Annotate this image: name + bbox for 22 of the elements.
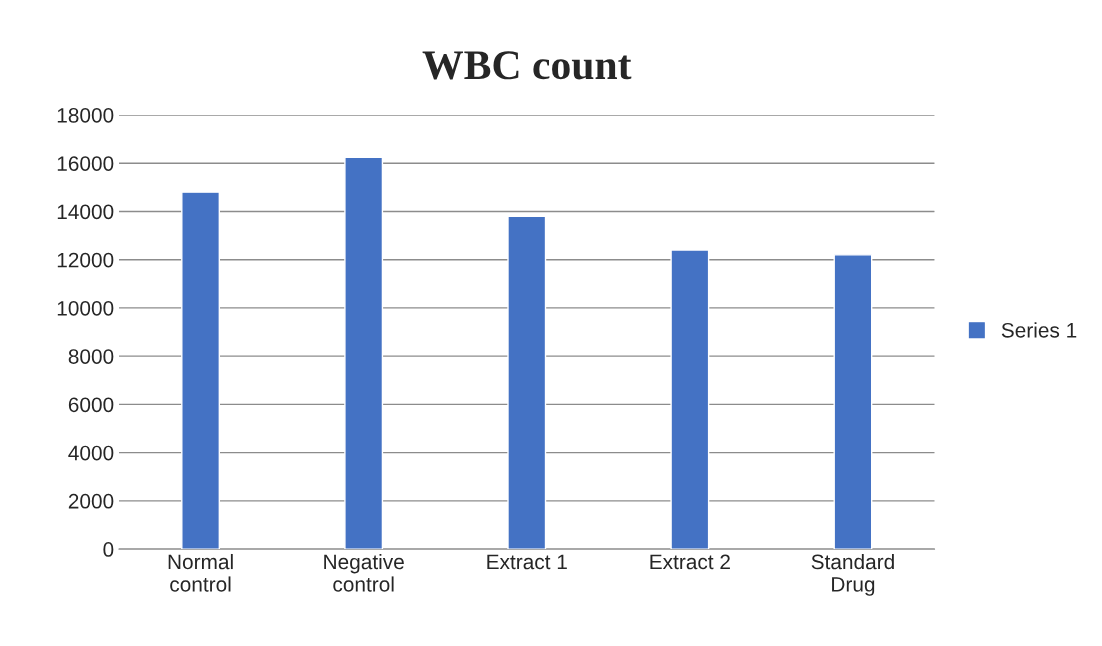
y-tick-label: 12000 — [57, 252, 114, 268]
y-tick-label: 6000 — [68, 397, 114, 413]
bar — [344, 156, 384, 550]
y-tick-label: 10000 — [57, 300, 114, 316]
bar — [507, 215, 547, 550]
bar — [833, 254, 873, 550]
y-tick-label: 14000 — [57, 204, 114, 220]
y-tick-label: 8000 — [68, 349, 114, 364]
bar — [670, 249, 710, 550]
y-tick-label: 18000 — [57, 107, 114, 123]
x-tick-label: Standard Drug — [811, 553, 894, 596]
bar — [181, 191, 221, 550]
x-tick-label: Extract 2 — [650, 554, 730, 570]
y-tick-label: 2000 — [68, 493, 114, 509]
y-tick-label: 0 — [103, 542, 114, 557]
chart-title: WBC count — [422, 51, 632, 80]
x-tick-label: Extract 1 — [487, 554, 567, 570]
x-tick-label: Normal control — [168, 553, 233, 592]
y-tick-label: 4000 — [68, 445, 114, 461]
y-tick-label: 16000 — [57, 156, 114, 171]
legend-label: Series 1 — [1001, 322, 1077, 338]
x-tick-label: Negative control — [324, 553, 404, 592]
